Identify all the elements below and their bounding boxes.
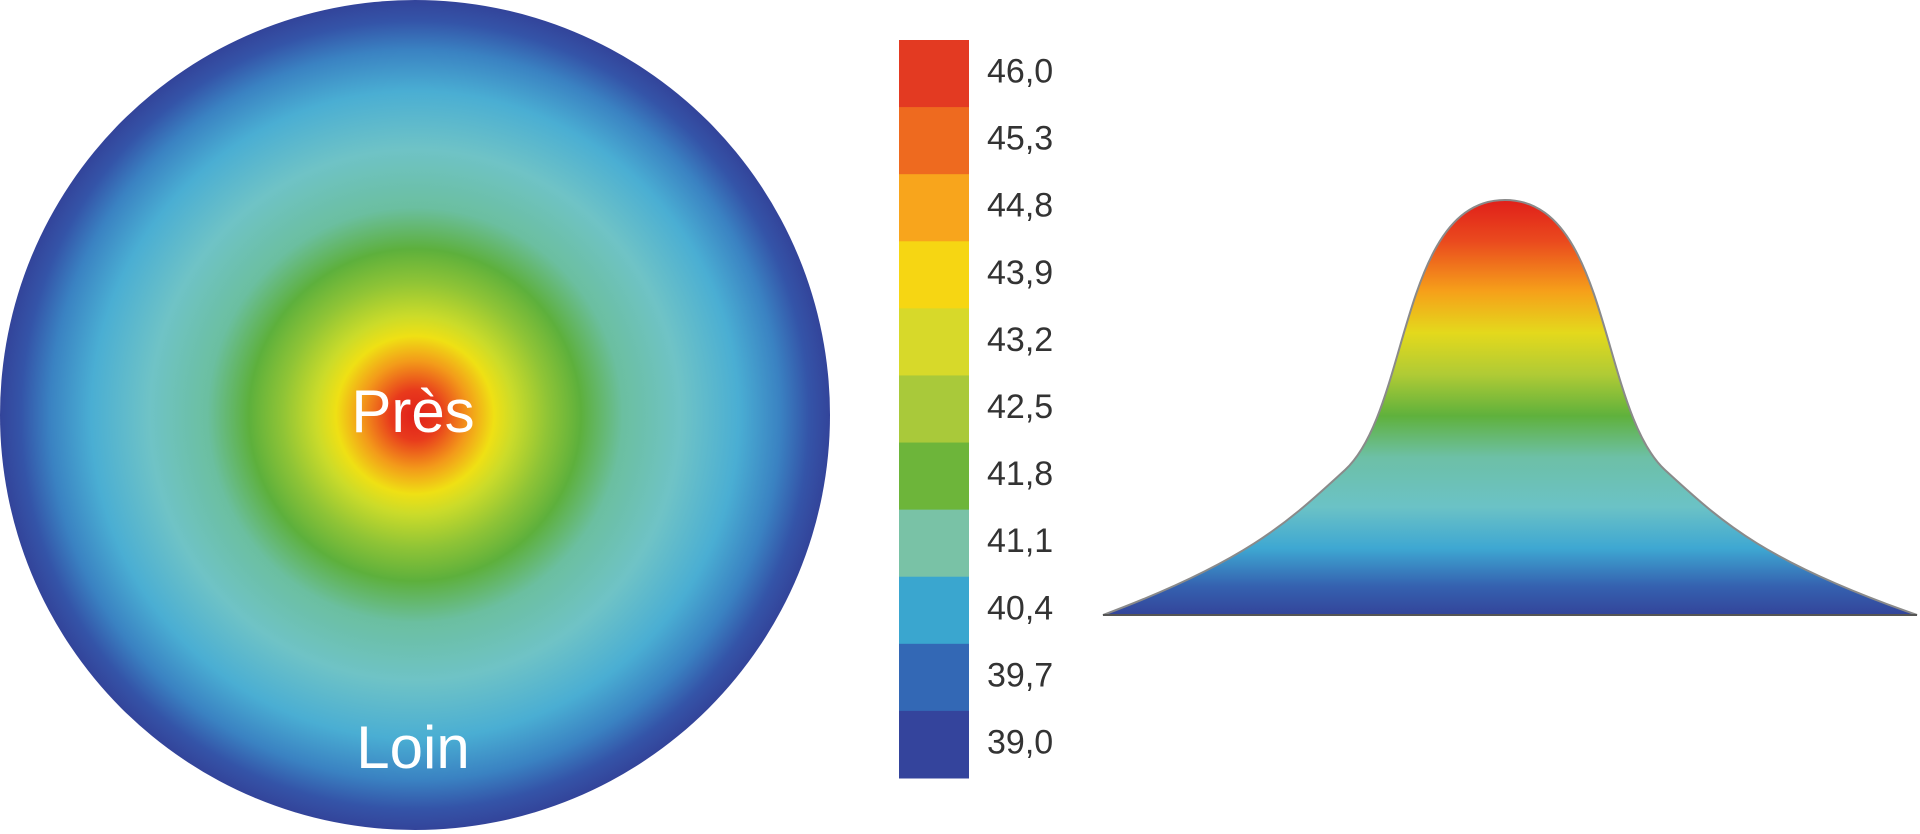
far-zone-label: Loin	[356, 714, 469, 781]
color-scale-value: 43,9	[987, 254, 1053, 292]
color-scale-value: 39,0	[987, 723, 1053, 761]
color-scale-swatch	[899, 241, 969, 309]
color-scale-value: 41,8	[987, 455, 1053, 493]
color-scale-swatch	[899, 509, 969, 578]
color-scale-value: 45,3	[987, 120, 1053, 158]
color-scale-swatch	[899, 107, 969, 175]
color-scale-value: 41,1	[987, 522, 1053, 560]
color-scale-swatch	[899, 576, 969, 645]
color-scale-swatch	[899, 40, 969, 108]
color-scale-value: 42,5	[987, 388, 1053, 426]
color-scale-swatch	[899, 643, 969, 712]
color-scale-swatch	[899, 710, 969, 779]
color-scale-value: 40,4	[987, 589, 1053, 627]
color-scale-swatch	[899, 308, 969, 376]
power-profile-curve-icon	[1102, 198, 1918, 616]
power-profile	[1102, 198, 1918, 616]
color-scale-value: 39,7	[987, 656, 1053, 694]
color-scale-value: 46,0	[987, 53, 1053, 91]
color-scale-swatch	[899, 174, 969, 242]
color-scale-value: 44,8	[987, 187, 1053, 225]
color-scale-legend: 46,0 45,3 44,8 43,9 43,2 42,5 41,8 41,1 40,4 39,7…	[899, 40, 1053, 779]
near-zone-label: Près	[351, 378, 474, 445]
color-scale-swatch	[899, 442, 969, 511]
lens-power-map-icon	[0, 0, 830, 830]
lens-power-map: Près Loin	[0, 0, 830, 830]
color-scale-swatch	[899, 375, 969, 444]
color-scale-value: 43,2	[987, 321, 1053, 359]
